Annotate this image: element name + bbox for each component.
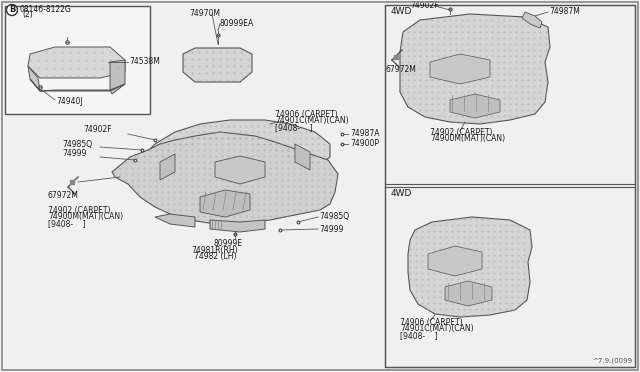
Text: 74985Q: 74985Q	[62, 140, 92, 148]
Polygon shape	[155, 214, 195, 227]
Text: (2): (2)	[22, 10, 33, 19]
Polygon shape	[445, 281, 492, 306]
Text: [9408-    ]: [9408- ]	[400, 331, 438, 340]
Circle shape	[6, 4, 17, 16]
Text: 74982 (LH): 74982 (LH)	[194, 253, 236, 262]
Text: 74902 (CARPET): 74902 (CARPET)	[48, 205, 111, 215]
Text: 74900M(MAT)(CAN): 74900M(MAT)(CAN)	[48, 212, 123, 221]
Text: 74901C(MAT)(CAN): 74901C(MAT)(CAN)	[275, 116, 349, 125]
Polygon shape	[110, 60, 125, 94]
Text: 80999EA: 80999EA	[220, 19, 254, 29]
Polygon shape	[408, 217, 532, 317]
Polygon shape	[428, 246, 482, 276]
Polygon shape	[112, 132, 338, 224]
Text: 74987M: 74987M	[549, 7, 580, 16]
Text: 74902F: 74902F	[410, 1, 438, 10]
Polygon shape	[160, 154, 175, 180]
Text: 4WD: 4WD	[391, 7, 412, 16]
Bar	[5, 6, 150, 114]
Text: 74999: 74999	[62, 150, 86, 158]
Polygon shape	[400, 14, 550, 124]
Text: 74901C(MAT)(CAN): 74901C(MAT)(CAN)	[400, 324, 474, 334]
Text: 4WD: 4WD	[391, 189, 412, 199]
Text: 74906 (CARPET): 74906 (CARPET)	[400, 317, 463, 327]
Text: 67972M: 67972M	[48, 190, 79, 199]
Text: 74906 (CARPET): 74906 (CARPET)	[275, 109, 338, 119]
Polygon shape	[142, 120, 330, 164]
Polygon shape	[210, 220, 265, 232]
Polygon shape	[215, 156, 265, 184]
Text: [9408-    ]: [9408- ]	[48, 219, 86, 228]
Text: 74970M: 74970M	[189, 10, 221, 19]
Text: 74999: 74999	[319, 224, 344, 234]
Polygon shape	[28, 66, 40, 91]
Text: 74987A: 74987A	[350, 129, 380, 138]
Text: 74940J: 74940J	[56, 96, 83, 106]
Polygon shape	[295, 144, 310, 170]
Text: 80999E: 80999E	[214, 240, 243, 248]
Text: 74985Q: 74985Q	[319, 212, 349, 221]
Bar	[385, 5, 635, 184]
Polygon shape	[183, 48, 252, 82]
Text: 67972M: 67972M	[386, 65, 417, 74]
Polygon shape	[200, 190, 250, 217]
Polygon shape	[30, 79, 125, 91]
Text: 74538M: 74538M	[129, 58, 160, 67]
Text: B: B	[9, 6, 15, 15]
Polygon shape	[450, 94, 500, 118]
Text: 74902 (CARPET): 74902 (CARPET)	[430, 128, 493, 137]
Text: [9408-    ]: [9408- ]	[275, 124, 312, 132]
Bar	[385, 5, 635, 367]
Text: 74902F: 74902F	[83, 125, 111, 135]
Polygon shape	[430, 54, 490, 84]
Text: 74900M(MAT)(CAN): 74900M(MAT)(CAN)	[430, 135, 505, 144]
Polygon shape	[522, 12, 542, 28]
Text: 08146-8122G: 08146-8122G	[19, 6, 71, 15]
Text: 74900P: 74900P	[350, 140, 379, 148]
Text: ^7.9.(0099: ^7.9.(0099	[592, 357, 632, 364]
Bar	[385, 187, 635, 367]
Text: 74981R(RH): 74981R(RH)	[192, 246, 238, 254]
Polygon shape	[28, 47, 125, 78]
